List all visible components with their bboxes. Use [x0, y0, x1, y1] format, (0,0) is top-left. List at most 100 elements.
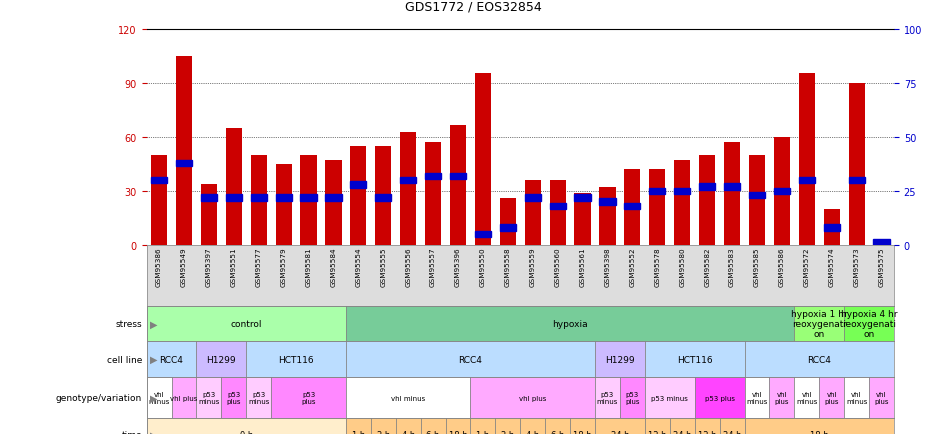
Text: GSM95560: GSM95560	[554, 247, 561, 286]
Bar	[371, 418, 395, 434]
Text: GSM95558: GSM95558	[505, 247, 511, 286]
Text: GSM95586: GSM95586	[779, 247, 785, 286]
Bar	[824, 225, 840, 231]
Text: control: control	[231, 319, 262, 328]
Text: GDS1772 / EOS32854: GDS1772 / EOS32854	[405, 0, 541, 13]
Bar	[499, 199, 516, 245]
Text: vhl
minus: vhl minus	[846, 391, 867, 404]
Text: vhl
minus: vhl minus	[746, 391, 767, 404]
Text: GSM95572: GSM95572	[804, 247, 810, 286]
Text: 1 h: 1 h	[476, 430, 490, 434]
Bar	[272, 377, 346, 418]
Text: GSM95584: GSM95584	[330, 247, 337, 286]
Text: p53
plus: p53 plus	[227, 391, 241, 404]
Bar	[645, 377, 694, 418]
Bar	[645, 342, 745, 377]
Bar	[849, 178, 865, 184]
Bar	[496, 418, 520, 434]
Bar	[595, 377, 620, 418]
Text: H1299: H1299	[206, 355, 236, 364]
Text: H1299: H1299	[605, 355, 635, 364]
Bar	[525, 195, 541, 201]
Bar	[795, 377, 819, 418]
Bar	[724, 143, 740, 245]
Bar	[745, 377, 769, 418]
Text: 6 h: 6 h	[427, 430, 440, 434]
Text: 24 h: 24 h	[673, 430, 692, 434]
Text: GSM95581: GSM95581	[306, 247, 311, 286]
Text: RCC4: RCC4	[459, 355, 482, 364]
Text: ▶: ▶	[150, 319, 158, 329]
Text: GSM95585: GSM95585	[754, 247, 760, 286]
Text: 0 h: 0 h	[239, 430, 253, 434]
Text: p53
minus: p53 minus	[199, 391, 219, 404]
Text: GSM95552: GSM95552	[629, 247, 636, 286]
Bar	[774, 188, 790, 195]
Text: GSM95561: GSM95561	[580, 247, 586, 286]
Bar	[346, 342, 595, 377]
Bar	[844, 306, 894, 342]
Text: stress: stress	[115, 319, 142, 328]
Text: GSM95582: GSM95582	[704, 247, 710, 286]
Bar	[720, 418, 745, 434]
Bar	[470, 377, 595, 418]
Text: GSM95575: GSM95575	[879, 247, 885, 286]
Bar	[645, 418, 670, 434]
Bar	[869, 377, 894, 418]
Text: hypoxia: hypoxia	[552, 319, 587, 328]
Bar	[649, 188, 665, 195]
Bar	[176, 57, 192, 245]
Text: GSM95556: GSM95556	[405, 247, 412, 286]
Bar	[844, 377, 869, 418]
Bar	[171, 377, 197, 418]
Bar	[798, 73, 815, 245]
Bar	[325, 195, 342, 201]
Bar	[301, 156, 317, 245]
Text: 2 h: 2 h	[377, 430, 390, 434]
Bar	[795, 306, 844, 342]
Bar	[749, 193, 765, 199]
Bar	[745, 342, 894, 377]
Text: GSM95398: GSM95398	[604, 247, 610, 286]
Bar	[470, 418, 496, 434]
Text: p53
minus: p53 minus	[597, 391, 618, 404]
Text: GSM95579: GSM95579	[281, 247, 287, 286]
Text: GSM95397: GSM95397	[206, 247, 212, 286]
Text: ▶: ▶	[150, 393, 158, 403]
Bar	[475, 231, 491, 238]
Text: GSM95396: GSM95396	[455, 247, 461, 286]
Bar	[425, 173, 441, 180]
Text: 18 h: 18 h	[573, 430, 592, 434]
Bar	[201, 184, 217, 245]
Bar	[745, 418, 894, 434]
Bar	[221, 377, 246, 418]
Text: GSM95580: GSM95580	[679, 247, 685, 286]
Bar	[624, 170, 640, 245]
Bar	[376, 195, 392, 201]
Bar	[147, 342, 197, 377]
Bar	[350, 182, 366, 188]
Text: GSM95554: GSM95554	[356, 247, 361, 286]
Text: GSM95573: GSM95573	[853, 247, 860, 286]
Bar	[275, 164, 291, 245]
Bar	[325, 161, 342, 245]
Bar	[226, 195, 242, 201]
Bar	[176, 160, 192, 167]
Text: vhl
minus: vhl minus	[797, 391, 817, 404]
Bar	[499, 225, 516, 231]
Text: 2 h: 2 h	[501, 430, 515, 434]
Bar	[197, 377, 221, 418]
Bar	[694, 377, 745, 418]
Bar	[849, 84, 865, 245]
Text: 18 h: 18 h	[810, 430, 829, 434]
Bar	[699, 184, 715, 191]
Text: vhl plus: vhl plus	[519, 395, 547, 401]
Bar	[674, 188, 691, 195]
Text: hypoxia 1 hr
reoxygenati
on: hypoxia 1 hr reoxygenati on	[791, 309, 848, 339]
Bar	[301, 195, 317, 201]
Bar	[649, 170, 665, 245]
Bar	[246, 377, 272, 418]
Bar	[346, 306, 795, 342]
Bar	[670, 418, 694, 434]
Text: 12 h: 12 h	[648, 430, 667, 434]
